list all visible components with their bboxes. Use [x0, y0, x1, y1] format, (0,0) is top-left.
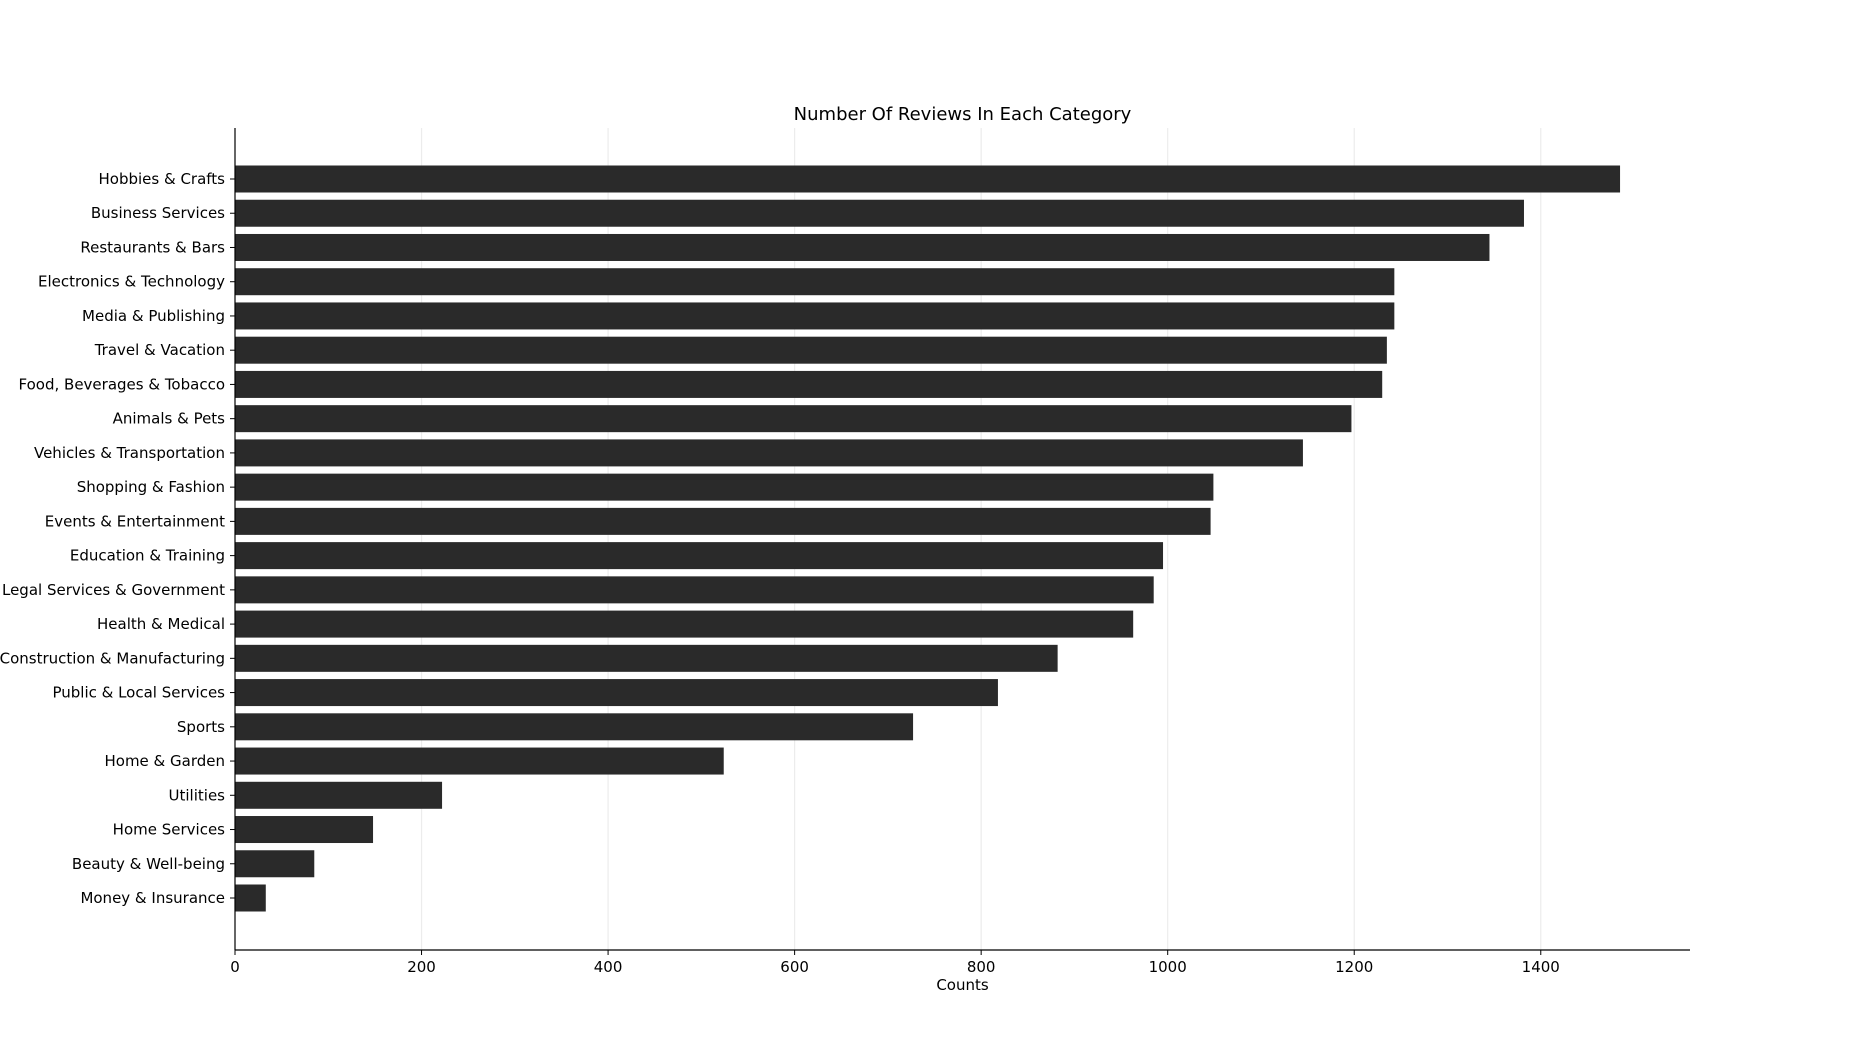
x-axis-label: Counts: [936, 976, 989, 994]
grid-lines: [420, 128, 1542, 950]
y-category-label: Events & Entertainment: [45, 512, 225, 530]
x-tick-label: 0: [230, 958, 240, 976]
x-tick-label: 400: [594, 958, 623, 976]
x-tick-label: 800: [967, 958, 996, 976]
y-category-label: Health & Medical: [97, 615, 225, 633]
y-category-label: Animals & Pets: [113, 410, 226, 428]
y-category-label: Public & Local Services: [52, 684, 225, 702]
y-category-label: Food, Beverages & Tobacco: [19, 375, 225, 393]
bar: [235, 473, 1214, 501]
bar: [235, 302, 1395, 330]
y-category-label: Beauty & Well-being: [72, 855, 225, 873]
y-category-label: Home Services: [113, 821, 226, 839]
bar: [235, 233, 1490, 261]
y-category-label: Media & Publishing: [82, 307, 225, 325]
bar: [235, 370, 1383, 398]
y-category-label: Legal Services & Government: [2, 581, 225, 599]
y-category-label: Travel & Vacation: [94, 341, 225, 359]
y-category-label: Money & Insurance: [80, 889, 225, 907]
bar: [235, 165, 1621, 193]
y-category-label: Shopping & Fashion: [77, 478, 225, 496]
y-category-label: Utilities: [169, 786, 226, 804]
bar: [235, 644, 1058, 672]
x-tick-label: 1400: [1522, 958, 1560, 976]
bar: [235, 542, 1164, 570]
y-category-label: Education & Training: [70, 547, 225, 565]
bar: [235, 336, 1387, 364]
bar: [235, 439, 1303, 467]
y-category-label: Vehicles & Transportation: [34, 444, 225, 462]
bar: [235, 679, 998, 707]
y-category-label: Business Services: [91, 204, 225, 222]
x-ticks: 0 200 400 600 800 1000 1200 1400: [230, 950, 1560, 976]
y-category-label: Home & Garden: [104, 752, 225, 770]
bar: [235, 850, 315, 878]
bar: [235, 747, 724, 775]
y-category-label: Sports: [177, 718, 225, 736]
chart-title: Number Of Reviews In Each Category: [794, 104, 1132, 125]
x-tick-label: 600: [780, 958, 809, 976]
x-tick-label: 1200: [1335, 958, 1373, 976]
bars: [235, 165, 1621, 912]
axes: [234, 128, 1690, 951]
x-tick-label: 200: [407, 958, 436, 976]
y-category-label: Restaurants & Bars: [80, 238, 225, 256]
y-category-label: Hobbies & Crafts: [99, 170, 226, 188]
bar: [235, 816, 374, 844]
bar: [235, 884, 266, 912]
bar: [235, 781, 443, 809]
y-category-labels: Hobbies & Crafts Business Services Restaur…: [0, 170, 235, 907]
bar: [235, 713, 914, 741]
bar: [235, 199, 1524, 227]
bar: [235, 576, 1154, 604]
bar: [235, 507, 1211, 535]
y-category-label: Construction & Manufacturing: [0, 649, 225, 667]
bar: [235, 268, 1395, 296]
bar: [235, 405, 1352, 433]
y-category-label: Electronics & Technology: [38, 273, 225, 291]
x-tick-label: 1000: [1149, 958, 1187, 976]
bar: [235, 610, 1134, 638]
